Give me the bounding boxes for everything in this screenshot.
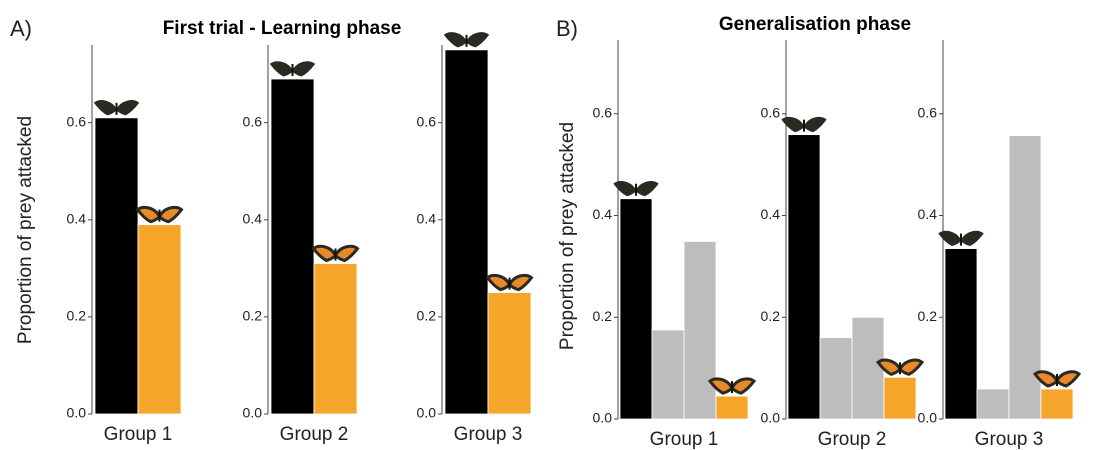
bar: [619, 198, 653, 420]
y-tick-label: 0.6: [67, 113, 87, 129]
butterfly-icon: [707, 377, 757, 395]
bar: [444, 49, 489, 415]
y-tick-label: 0.4: [593, 206, 613, 222]
bar: [313, 263, 358, 415]
y-tick-label: 0.0: [417, 405, 437, 421]
y-tick-label: 0.2: [918, 308, 938, 324]
butterfly-icon: [938, 230, 984, 247]
y-tick-label: 0.2: [593, 308, 613, 324]
x-tick-label: Group 1: [650, 429, 719, 450]
x-tick-label: Group 2: [818, 429, 887, 450]
y-tick-label: 0.6: [417, 113, 437, 129]
y-tick-label: 0.0: [918, 410, 938, 426]
x-tick-label: Group 3: [454, 424, 523, 445]
x-tick-label: Group 2: [280, 424, 349, 445]
bar: [851, 316, 885, 420]
y-tick-label: 0.6: [593, 104, 613, 120]
y-axis-label: Proportion of prey attacked: [557, 122, 578, 350]
y-axis-label: Proportion of prey attacked: [15, 116, 36, 344]
y-tick-label: 0.2: [67, 308, 87, 324]
y-tick-label: 0.4: [243, 210, 263, 226]
butterfly-icon: [485, 273, 534, 292]
y-tick-label: 0.4: [918, 206, 938, 222]
butterfly-icon: [613, 181, 659, 197]
butterfly-icon: [135, 205, 184, 224]
panel-label: B): [556, 16, 578, 41]
butterfly-icon: [781, 116, 827, 133]
butterfly-icon: [269, 61, 316, 77]
bar: [819, 337, 853, 420]
y-tick-label: 0.0: [243, 405, 263, 421]
bar: [683, 241, 717, 420]
y-tick-label: 0.4: [67, 210, 87, 226]
x-tick-label: Group 1: [104, 424, 173, 445]
butterfly-icon: [1032, 370, 1082, 388]
y-tick-label: 0.4: [417, 210, 437, 226]
bar: [787, 134, 821, 420]
y-tick-label: 0.6: [918, 104, 938, 120]
bar: [270, 78, 315, 415]
bar: [976, 388, 1010, 420]
y-tick-label: 0.0: [593, 410, 613, 426]
bar: [651, 329, 685, 420]
y-tick-label: 0.0: [67, 405, 87, 421]
y-tick-label: 0.6: [761, 104, 781, 120]
bar: [883, 376, 917, 420]
bar: [715, 395, 749, 420]
y-tick-label: 0.2: [243, 308, 263, 324]
butterfly-icon: [875, 358, 925, 376]
chart-title: First trial - Learning phase: [163, 18, 402, 39]
y-tick-label: 0.0: [761, 410, 781, 426]
y-tick-label: 0.4: [761, 206, 781, 222]
bar: [1040, 388, 1074, 420]
y-tick-label: 0.2: [761, 308, 781, 324]
butterfly-icon: [443, 32, 490, 48]
y-tick-label: 0.6: [243, 113, 263, 129]
butterfly-icon: [311, 244, 360, 263]
butterfly-icon: [93, 100, 140, 116]
bar: [944, 248, 978, 420]
panel-label: A): [10, 16, 32, 41]
chart-title: Generalisation phase: [719, 14, 911, 35]
bar: [137, 224, 182, 415]
y-tick-label: 0.2: [417, 308, 437, 324]
bar: [94, 117, 139, 415]
x-tick-label: Group 3: [975, 429, 1044, 450]
bar: [487, 292, 532, 415]
